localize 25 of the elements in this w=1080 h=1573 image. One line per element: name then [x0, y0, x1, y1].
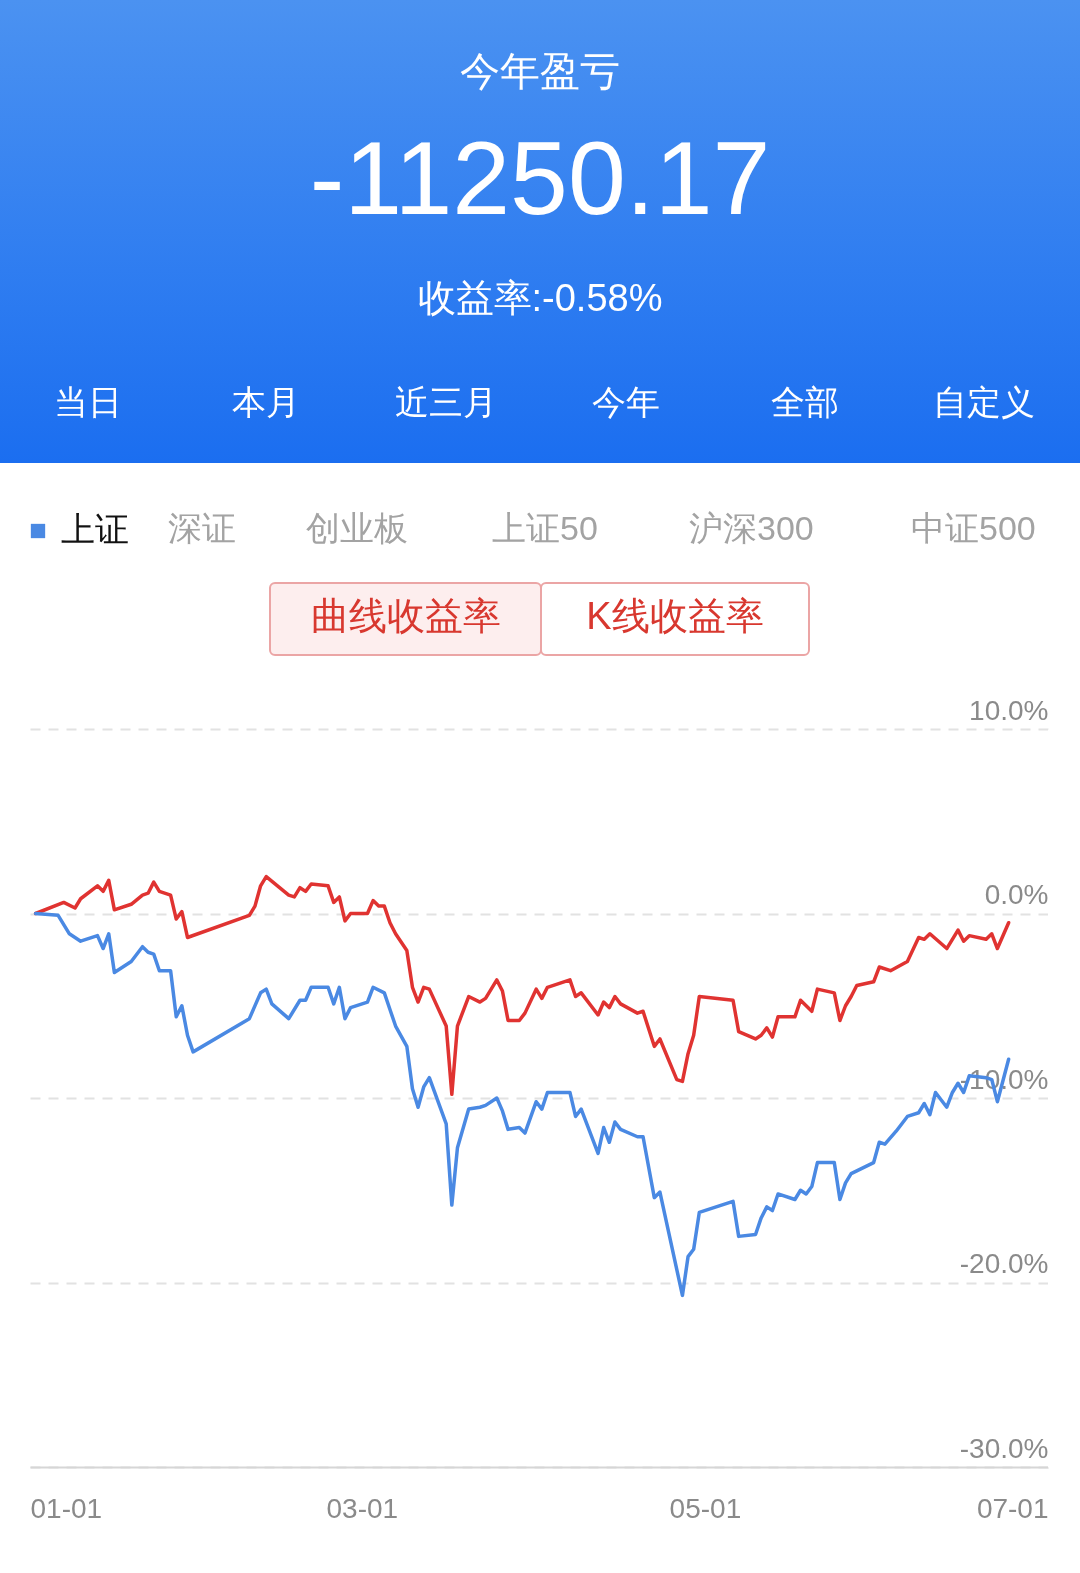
y-tick-label: 0.0% — [984, 879, 1049, 910]
text: 当日 — [54, 383, 122, 421]
text: 全部 — [771, 383, 839, 421]
x-tick-label: 07-01 — [976, 1492, 1049, 1524]
text: K线收益率 — [586, 595, 764, 637]
y-tick-label: -30.0% — [959, 1432, 1049, 1464]
text: 今年 — [592, 383, 660, 421]
y-tick-label: 10.0% — [969, 694, 1049, 726]
text: 自定义 — [933, 383, 1035, 421]
text: 本月 — [232, 383, 300, 421]
x-tick-label: 01-01 — [30, 1492, 103, 1524]
chart-title: 今年盈亏 — [460, 49, 620, 93]
text: 收益率:-0.58% — [417, 277, 663, 319]
chart-subtitle: -11250.17 — [309, 120, 771, 236]
text: 创业板 — [306, 509, 408, 547]
y-tick-label: -20.0% — [959, 1248, 1049, 1279]
text: 沪深300 — [689, 509, 814, 547]
x-tick-label: 03-01 — [326, 1492, 399, 1524]
text: 深证 — [168, 509, 236, 547]
text: 近三月 — [395, 383, 497, 421]
text: 中证500 — [911, 509, 1036, 547]
x-tick-label: 05-01 — [669, 1492, 742, 1524]
text: 曲线收益率 — [311, 595, 501, 637]
legend-label: 上证 — [61, 510, 129, 548]
text: 上证50 — [492, 509, 598, 547]
